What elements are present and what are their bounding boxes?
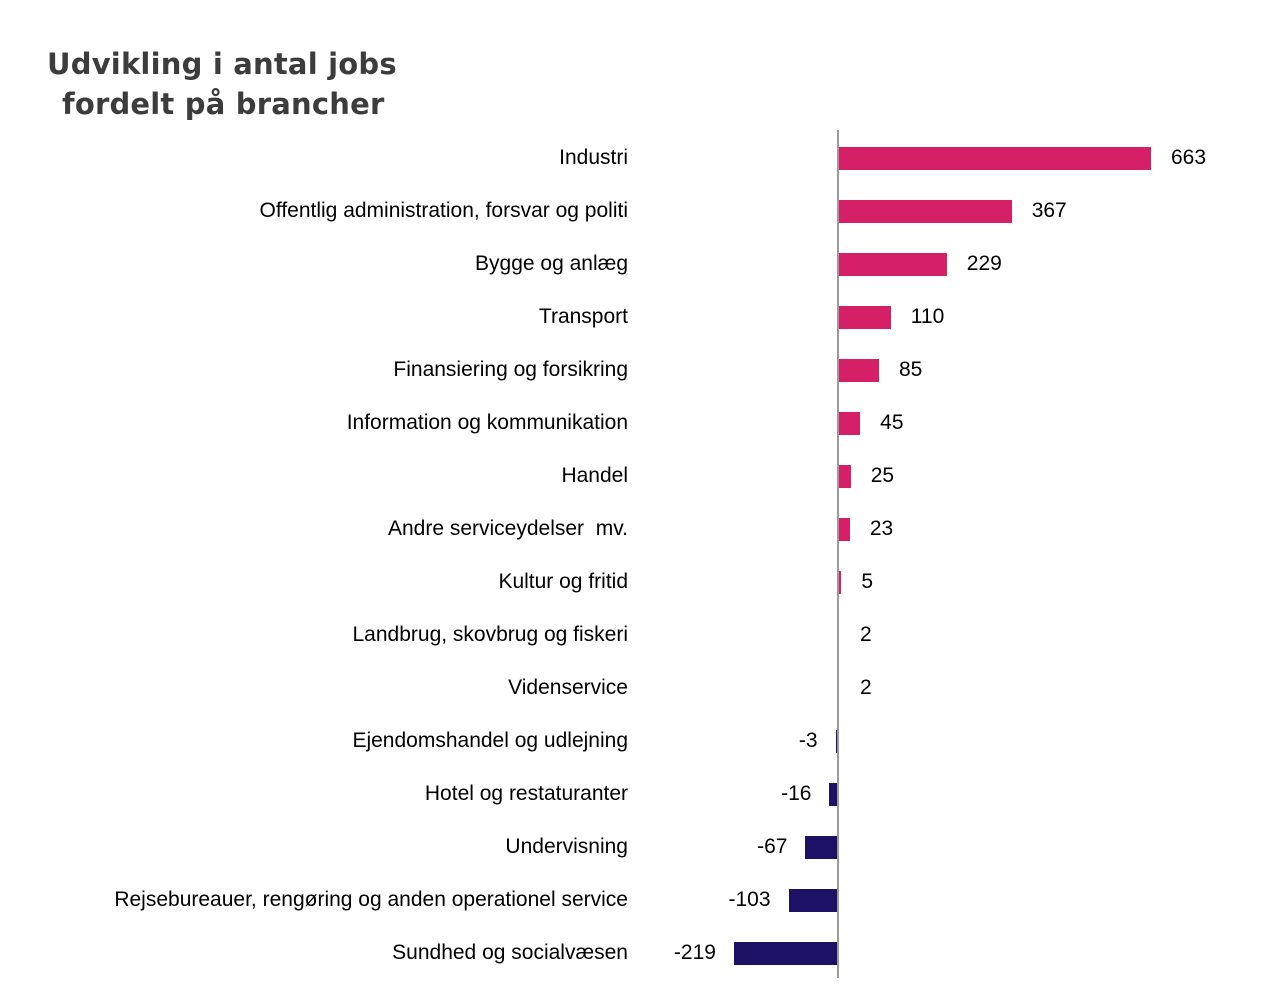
value-label: -219: [673, 941, 716, 964]
chart-title: Udvikling i antal jobs fordelt på branch…: [47, 44, 397, 124]
value-label: 5: [861, 570, 874, 593]
bar-negative: [733, 941, 837, 965]
category-label: Handel: [561, 464, 628, 487]
axis-zero-line: [837, 130, 839, 978]
chart-title-line2: fordelt på brancher: [62, 87, 385, 121]
value-label: 367: [1031, 199, 1067, 222]
bar-positive: [839, 570, 842, 594]
bar-positive: [839, 252, 947, 276]
category-label: Transport: [538, 305, 628, 328]
value-label: 45: [880, 411, 904, 434]
value-label: 23: [869, 517, 894, 540]
bar-negative: [829, 782, 837, 806]
bar-positive: [839, 305, 891, 329]
category-label: Offentlig administration, forsvar og pol…: [259, 199, 628, 222]
value-label: 229: [966, 252, 1002, 275]
value-label: -16: [781, 782, 812, 805]
category-label: Videnservice: [508, 676, 628, 699]
category-label: Sundhed og socialvæsen: [392, 941, 628, 964]
category-label: Rejsebureauer, rengøring og anden operat…: [114, 888, 628, 911]
bar-positive: [839, 517, 850, 541]
category-label: Hotel og restaturanter: [424, 782, 628, 805]
bar-positive: [839, 411, 861, 435]
category-label: Information og kommunikation: [346, 411, 628, 434]
category-label: Industri: [559, 146, 628, 169]
value-label: 663: [1171, 146, 1207, 169]
category-label: Landbrug, skovbrug og fiskeri: [352, 623, 629, 646]
bar-positive: [839, 199, 1012, 223]
value-label: -67: [757, 835, 788, 858]
bar-positive: [839, 146, 1151, 170]
bar-positive: [839, 464, 851, 488]
bar-negative: [835, 729, 837, 753]
value-label: 2: [859, 623, 872, 646]
value-label: -103: [728, 888, 771, 911]
value-label: 85: [899, 358, 923, 381]
category-label: Finansiering og forsikring: [393, 358, 628, 381]
value-label: 25: [870, 464, 895, 487]
bar-negative: [805, 835, 837, 859]
category-label: Undervisning: [505, 835, 628, 858]
category-label: Bygge og anlæg: [475, 252, 628, 275]
value-label: -3: [798, 729, 818, 752]
category-label: Ejendomshandel og udlejning: [352, 729, 628, 752]
value-label: 110: [910, 305, 945, 328]
value-label: 2: [859, 676, 872, 699]
category-label: Andre serviceydelser mv.: [387, 517, 628, 540]
bar-positive: [839, 358, 879, 382]
chart-title-line1: Udvikling i antal jobs: [47, 47, 397, 81]
bar-negative: [788, 888, 837, 912]
category-label: Kultur og fritid: [498, 570, 628, 593]
